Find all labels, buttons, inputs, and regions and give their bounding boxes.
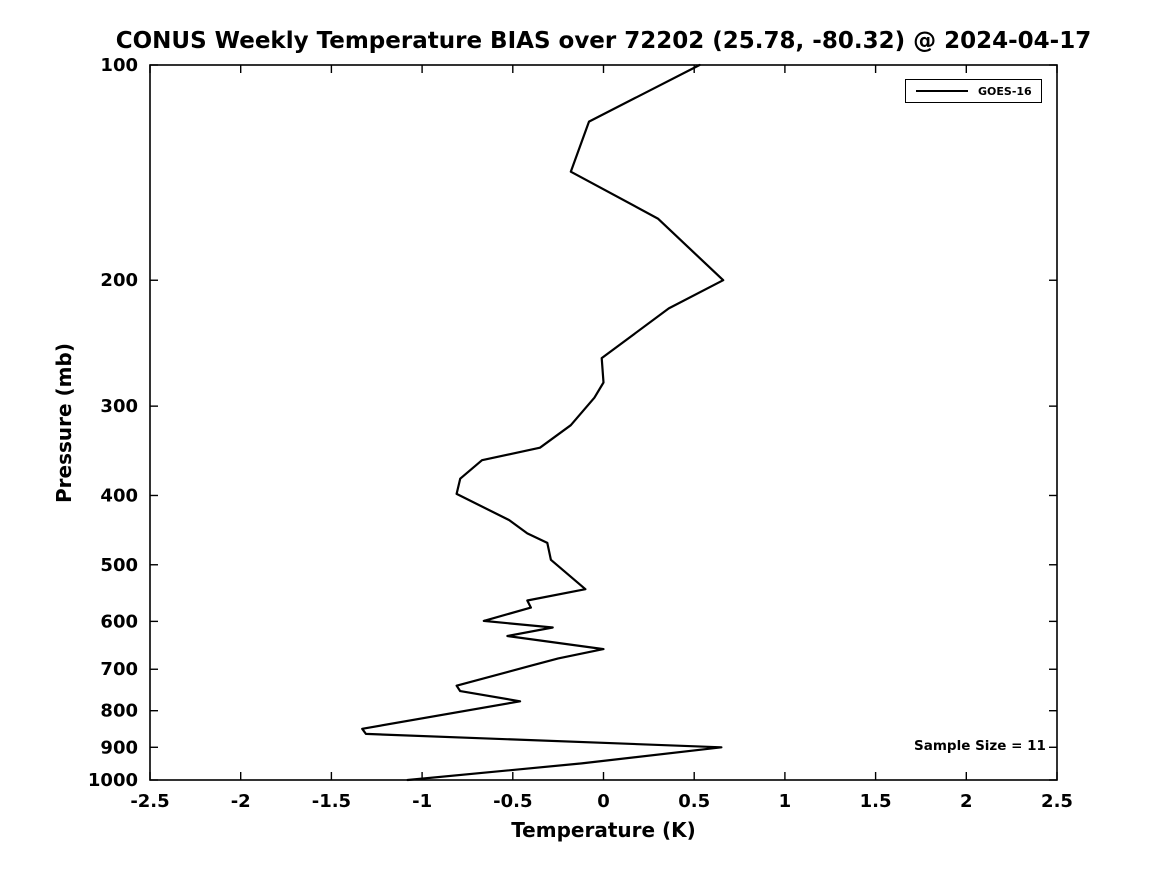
y-tick-label: 600 [100, 611, 138, 632]
x-tick-label: -1 [412, 791, 432, 812]
y-tick-label: 500 [100, 555, 138, 576]
x-tick-label: -0.5 [493, 791, 532, 812]
x-tick-label: 2 [960, 791, 973, 812]
y-tick-label: 800 [100, 701, 138, 722]
bias-profile-line [361, 63, 725, 782]
x-tick-label: -1.5 [312, 791, 351, 812]
x-axis-label: Temperature (K) [511, 818, 696, 842]
x-tick-label: 0 [597, 791, 610, 812]
x-tick-label: 1.5 [860, 791, 892, 812]
y-tick-label: 700 [100, 659, 138, 680]
y-tick-label: 900 [100, 737, 138, 758]
y-tick-label: 400 [100, 485, 138, 506]
x-tick-label: 1 [779, 791, 792, 812]
x-tick-label: -2 [231, 791, 251, 812]
legend-label: GOES-16 [978, 84, 1032, 98]
y-tick-label: 200 [100, 270, 138, 291]
x-tick-label: -2.5 [130, 791, 169, 812]
y-tick-label: 100 [100, 55, 138, 76]
y-tick-label: 300 [100, 396, 138, 417]
x-tick-label: 2.5 [1041, 791, 1073, 812]
legend: GOES-16 [905, 79, 1042, 103]
y-tick-label: 1000 [88, 770, 138, 791]
axes-box [149, 64, 1058, 781]
sample-size-annotation: Sample Size = 11 [914, 738, 1046, 754]
chart-title: CONUS Weekly Temperature BIAS over 72202… [115, 28, 1092, 54]
x-tick-label: 0.5 [678, 791, 710, 812]
legend-line-sample [916, 90, 968, 92]
